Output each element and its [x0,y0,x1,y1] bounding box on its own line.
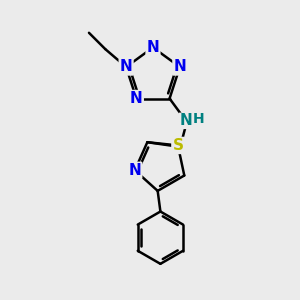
Text: N: N [130,91,143,106]
Text: N: N [120,59,133,74]
Text: N: N [179,113,192,128]
Text: H: H [193,112,204,126]
Text: S: S [172,138,183,153]
Text: N: N [128,163,141,178]
Text: N: N [173,59,186,74]
Text: N: N [147,40,159,55]
